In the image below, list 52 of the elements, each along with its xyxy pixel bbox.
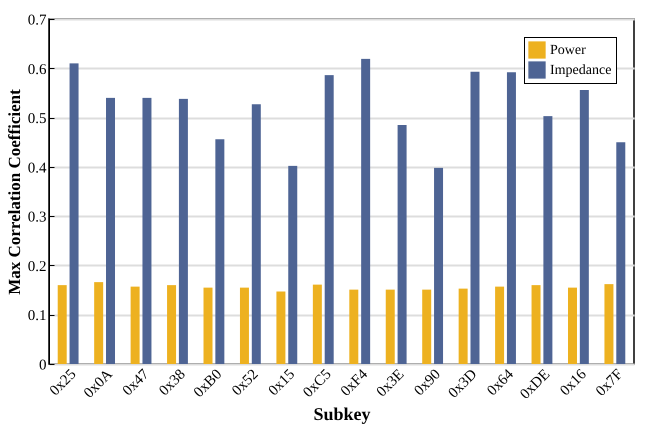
y-tick-label: 0.5 bbox=[28, 111, 46, 128]
x-tick-label: 0x25 bbox=[46, 366, 80, 400]
x-tick-label: 0x52 bbox=[229, 366, 262, 400]
x-tick-label: 0x90 bbox=[411, 366, 444, 400]
x-tick-label: 0x15 bbox=[266, 366, 298, 400]
bar bbox=[252, 104, 261, 364]
y-axis-title: Max Correlation Coefficient bbox=[4, 88, 24, 295]
bar bbox=[288, 166, 298, 364]
bar bbox=[58, 285, 67, 364]
bar bbox=[532, 285, 541, 364]
bar bbox=[324, 75, 334, 364]
bar bbox=[178, 98, 188, 364]
x-axis-title: Subkey bbox=[313, 404, 371, 424]
bar bbox=[106, 98, 116, 364]
bar bbox=[422, 290, 432, 364]
x-tick-label: 0x64 bbox=[484, 366, 518, 400]
bar bbox=[70, 63, 79, 364]
bar bbox=[240, 288, 249, 364]
bar bbox=[94, 282, 104, 364]
bar bbox=[215, 139, 224, 364]
bar bbox=[142, 98, 152, 364]
bar bbox=[434, 168, 444, 364]
y-tick-label: 0.7 bbox=[28, 12, 47, 28]
x-tick-label: 0x16 bbox=[557, 366, 590, 400]
bar bbox=[398, 124, 407, 364]
y-tick-label: 0.4 bbox=[28, 160, 47, 176]
bar bbox=[568, 288, 577, 364]
y-tick-label: 0 bbox=[39, 358, 46, 374]
bar bbox=[276, 292, 286, 364]
y-tick-label: 0.6 bbox=[28, 62, 47, 78]
bar bbox=[130, 286, 140, 364]
x-tick-label: 0x38 bbox=[156, 366, 189, 400]
legend-label: Impedance bbox=[550, 63, 612, 78]
bar bbox=[361, 58, 370, 364]
bar bbox=[312, 284, 322, 364]
bar bbox=[470, 72, 480, 364]
bar bbox=[616, 142, 626, 364]
bar bbox=[506, 72, 516, 364]
x-tick-label: 0x0A bbox=[81, 366, 116, 402]
bar bbox=[604, 284, 614, 364]
y-tick-label: 0.1 bbox=[28, 308, 46, 324]
bar bbox=[458, 288, 468, 364]
y-tick-label: 0.2 bbox=[28, 258, 46, 275]
legend-label: Power bbox=[550, 43, 586, 58]
bar bbox=[349, 290, 358, 364]
y-tick-label: 0.3 bbox=[28, 210, 46, 226]
bar bbox=[167, 285, 176, 364]
bar bbox=[495, 286, 504, 364]
bar bbox=[580, 90, 589, 364]
bar bbox=[386, 290, 395, 364]
bar bbox=[543, 116, 552, 364]
bar bbox=[204, 288, 213, 364]
